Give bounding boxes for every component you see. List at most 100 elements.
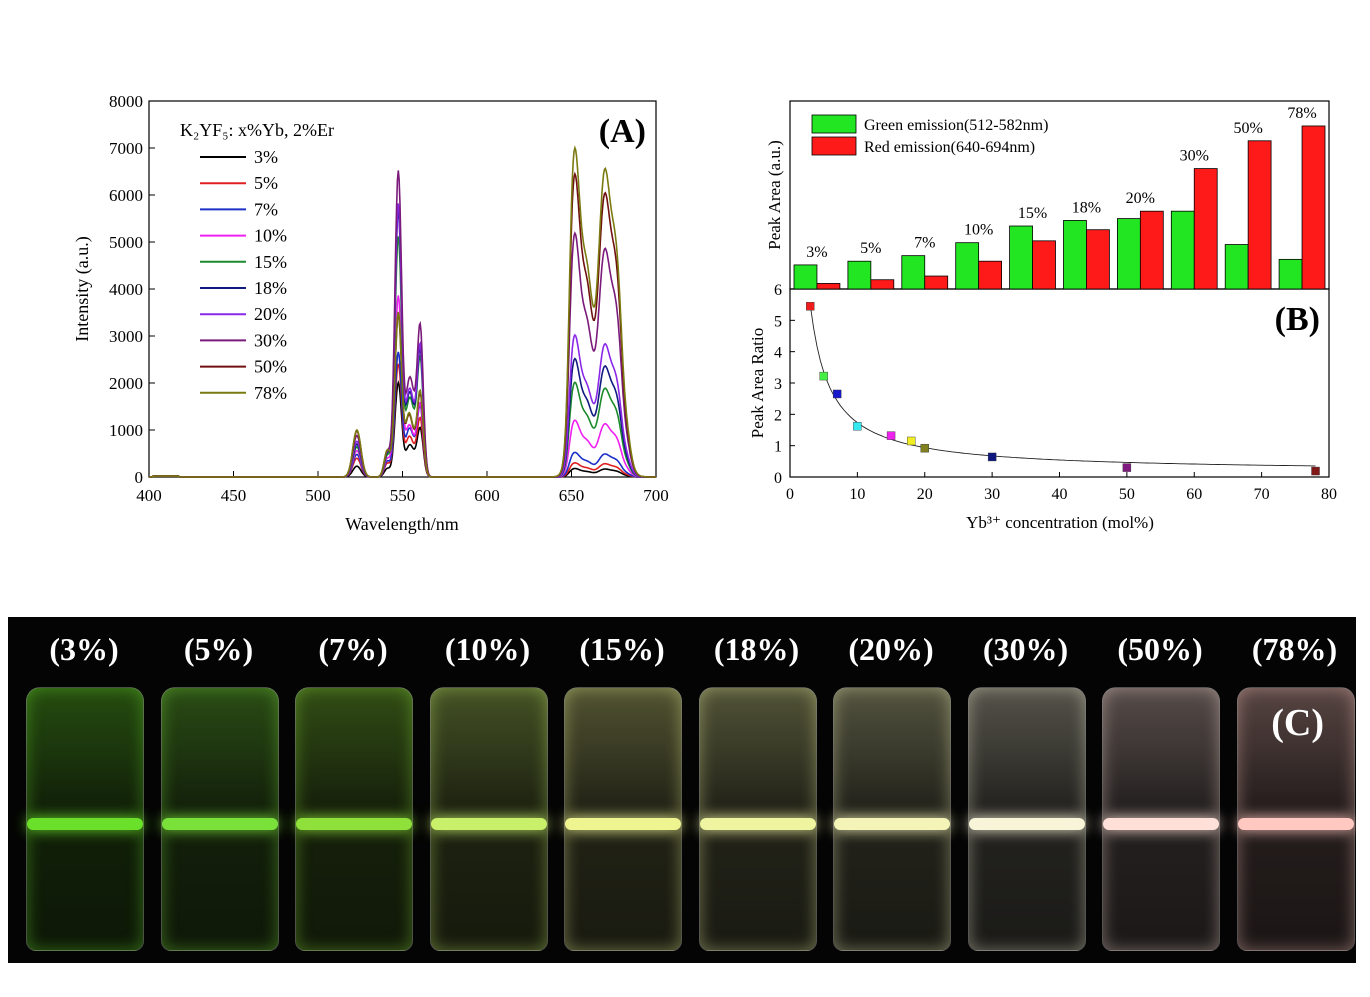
vial-glow-band xyxy=(1237,818,1354,830)
x-tick-label: 50 xyxy=(1119,486,1135,503)
figure-canvas: 400 450 500 550 600 650 7000100020003000400050… xyxy=(72,92,1337,534)
ratio-point xyxy=(1122,463,1132,472)
panel-b-tag: (B) xyxy=(1275,301,1320,338)
ratio-point xyxy=(907,436,916,446)
panel-b-axis-ticks: 0 10 20 30 40 50 60 70 80 0 1 2 3 4 5 6 xyxy=(774,282,1337,503)
ratio-point xyxy=(920,443,929,453)
vial xyxy=(1236,687,1355,951)
red-bar xyxy=(1139,210,1164,290)
panel-b-legend: Green emission(512-582nm) Red emission(64… xyxy=(811,114,1048,156)
vial xyxy=(429,687,548,951)
panel-b-bars: 3% 5% 7% 10% 15% 18% 20% 30% 50% 78% xyxy=(793,105,1326,290)
panel-a-spectrum-chart: 400 450 500 550 600 650 7000100020003000400050… xyxy=(72,92,669,534)
x-tick-label: 80 xyxy=(1321,486,1337,503)
y-tick-label: 2 xyxy=(774,407,782,424)
legend-label: 15% xyxy=(254,252,287,272)
panel-a-x-axis-label: Wavelength/nm xyxy=(345,514,459,534)
vial xyxy=(967,687,1086,951)
ratio-point xyxy=(819,371,828,381)
vial-label: (78%) xyxy=(1251,631,1338,667)
y-tick-label: 6000 xyxy=(109,186,143,205)
y-tick-label: 5 xyxy=(774,313,782,330)
red-bar xyxy=(1193,168,1218,290)
bar-category-label: 20% xyxy=(1126,190,1155,207)
panel-a-tag: (A) xyxy=(599,113,646,150)
green-bar xyxy=(793,264,818,290)
bar-category-label: 3% xyxy=(806,244,827,261)
y-tick-label: 8000 xyxy=(109,92,143,111)
red-bar xyxy=(870,279,895,290)
ratio-point xyxy=(806,302,815,311)
legend-label: 7% xyxy=(254,199,278,219)
bar-category-label: 30% xyxy=(1180,148,1209,165)
vial xyxy=(833,687,951,951)
ratio-point xyxy=(1311,466,1320,476)
panel-c-tag: (C) xyxy=(1271,702,1324,744)
bar-category-label: 10% xyxy=(964,222,993,239)
red-bar xyxy=(1301,125,1326,290)
vial-glow-band xyxy=(161,818,278,830)
green-bar xyxy=(847,260,872,290)
y-tick-label: 0 xyxy=(774,470,782,487)
red-bar xyxy=(1247,140,1272,290)
panel-b-ratio-frame xyxy=(789,288,1330,478)
green-bar xyxy=(1009,225,1033,290)
legend-label: 3% xyxy=(254,147,278,167)
red-bar xyxy=(924,275,949,290)
vial-glow-band xyxy=(296,818,412,830)
vial-label: (10%) xyxy=(444,631,531,667)
panel-b-ratio-points xyxy=(806,302,1320,476)
legend-label: 5% xyxy=(254,173,278,193)
panel-b-top-y-axis-label: Peak Area (a.u.) xyxy=(765,140,784,250)
y-tick-label: 4 xyxy=(774,345,782,362)
vial-glow-band xyxy=(430,818,547,830)
red-bar xyxy=(816,283,841,290)
y-tick-label: 2000 xyxy=(109,374,143,393)
red-bar xyxy=(1086,229,1110,290)
x-tick-label: 0 xyxy=(786,486,794,503)
legend-label: Red emission(640-694nm) xyxy=(864,139,1035,156)
vial-label: (3%) xyxy=(49,631,119,667)
bar-category-label: 7% xyxy=(914,235,935,252)
panel-a-legend: 3% 5% 7% 10% 15% 18% 20% 30% 50% 78% xyxy=(200,147,287,403)
vial-label: (30%) xyxy=(982,631,1069,667)
y-tick-label: 4000 xyxy=(109,280,143,299)
ratio-point xyxy=(987,452,997,462)
panel-a-series-lines xyxy=(149,145,656,478)
y-tick-label: 3000 xyxy=(109,327,143,346)
y-tick-label: 3 xyxy=(774,376,782,393)
x-tick-label: 70 xyxy=(1254,486,1270,503)
x-tick-label: 400 xyxy=(136,486,162,505)
x-tick-label: 500 xyxy=(305,486,331,505)
vial-glow-band xyxy=(565,818,681,830)
ratio-point xyxy=(853,422,862,431)
panel-b-x-axis-label: Yb³⁺ concentration (mol%) xyxy=(966,513,1154,532)
panel-c-vial-photo: (3%) (5%) (7%) (10%) (15%) (18%) (20%) (30%) (50… xyxy=(8,617,1356,963)
green-bar xyxy=(1063,220,1087,290)
legend-label: 10% xyxy=(254,226,287,246)
vial-label: (7%) xyxy=(318,631,388,667)
green-bar xyxy=(1278,258,1303,290)
legend-label: 50% xyxy=(254,357,287,377)
panel-a-legend-title: K₂YF₅: x%Yb, 2%Er xyxy=(180,120,334,140)
legend-label: 30% xyxy=(254,330,287,350)
vial xyxy=(160,687,279,951)
vial-label: (18%) xyxy=(713,631,800,667)
vial xyxy=(26,687,144,951)
vial-glow-band xyxy=(27,818,143,830)
ratio-point xyxy=(832,389,842,399)
green-bar xyxy=(1117,218,1141,290)
panel-a-y-axis-label: Intensity (a.u.) xyxy=(72,236,93,341)
vial-glow-band xyxy=(834,818,950,830)
y-tick-label-top: 6 xyxy=(774,282,782,299)
red-bar xyxy=(978,260,1003,290)
vial-label: (20%) xyxy=(848,631,934,667)
y-tick-label: 7000 xyxy=(109,139,143,158)
panel-b-bottom-y-axis-label: Peak Area Ratio xyxy=(748,328,767,438)
red-bar xyxy=(1032,240,1056,290)
vial xyxy=(1102,687,1220,951)
green-bar xyxy=(1170,210,1195,290)
x-tick-label: 60 xyxy=(1186,486,1202,503)
x-tick-label: 550 xyxy=(390,486,416,505)
vial-label: (5%) xyxy=(183,631,254,667)
